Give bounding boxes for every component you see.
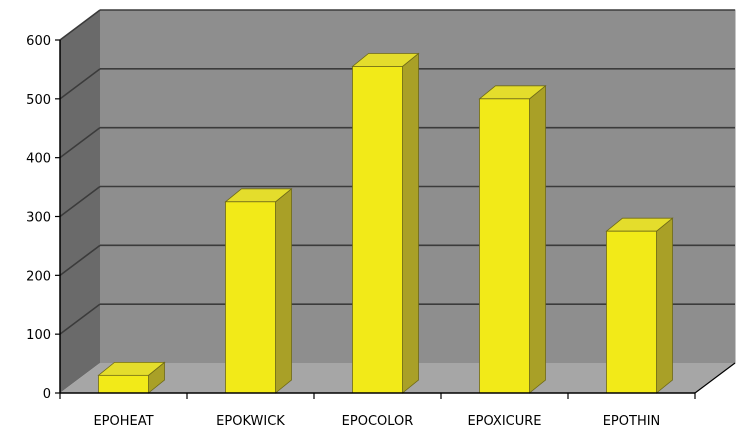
bar-side [275, 187, 292, 394]
bar-front [352, 66, 403, 394]
x-tick-labels: EPOHEAT EPOKWICK EPOCOLOR EPOXICURE EPOTHIN [93, 414, 660, 429]
axes [55, 39, 736, 399]
y-tick-label: 200 [26, 269, 51, 284]
bar [224, 187, 293, 394]
bar [97, 361, 166, 394]
side-gridline [59, 244, 101, 276]
bar-side [656, 217, 673, 394]
side-gridline [59, 127, 101, 159]
bar-side [402, 52, 419, 394]
side-gridline [59, 68, 101, 100]
bar [605, 217, 674, 394]
side-gridline [59, 185, 101, 218]
bar-side [529, 84, 546, 394]
bars [97, 52, 674, 394]
side-gridline [59, 9, 101, 41]
x-tick-label: EPOXICURE [467, 414, 541, 429]
x-tick-label: EPOCOLOR [342, 414, 414, 429]
y-tick-label: 0 [43, 387, 51, 402]
y-tick-label: 600 [26, 34, 51, 49]
bar [351, 52, 420, 394]
bar-front [479, 98, 530, 394]
bar-front [606, 230, 657, 394]
y-tick-label: 400 [26, 152, 51, 167]
bar-front [98, 374, 149, 394]
side-gridline [59, 303, 101, 335]
y-tick-labels: 0 100 200 300 400 500 600 [26, 34, 51, 402]
y-tick-label: 500 [26, 93, 51, 108]
x-tick-label: EPOKWICK [216, 414, 285, 429]
y-tick-label: 100 [26, 328, 51, 343]
bar [478, 84, 547, 394]
y-tick-label: 300 [26, 211, 51, 226]
x-tick-label: EPOTHIN [603, 414, 661, 429]
x-axis-depth [694, 362, 736, 394]
bar-front [225, 201, 276, 394]
x-tick-label: EPOHEAT [93, 414, 153, 429]
